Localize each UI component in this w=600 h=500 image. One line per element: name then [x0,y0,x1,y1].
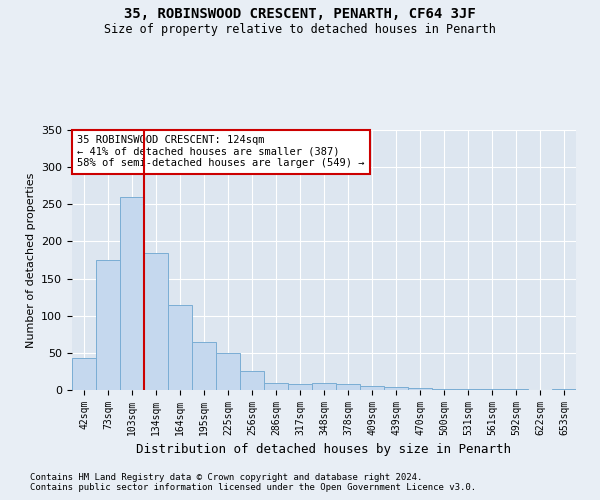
Bar [288,384,312,390]
Y-axis label: Number of detached properties: Number of detached properties [26,172,35,348]
Bar [96,260,120,390]
Bar [384,387,408,390]
Text: Distribution of detached houses by size in Penarth: Distribution of detached houses by size … [137,442,511,456]
Text: Contains public sector information licensed under the Open Government Licence v3: Contains public sector information licen… [30,484,476,492]
Text: 35, ROBINSWOOD CRESCENT, PENARTH, CF64 3JF: 35, ROBINSWOOD CRESCENT, PENARTH, CF64 3… [124,8,476,22]
Text: Size of property relative to detached houses in Penarth: Size of property relative to detached ho… [104,22,496,36]
Bar [192,342,216,390]
Text: 35 ROBINSWOOD CRESCENT: 124sqm
← 41% of detached houses are smaller (387)
58% of: 35 ROBINSWOOD CRESCENT: 124sqm ← 41% of … [77,135,365,168]
Bar [408,388,432,390]
Bar [72,358,96,390]
Bar [336,384,360,390]
Text: Contains HM Land Registry data © Crown copyright and database right 2024.: Contains HM Land Registry data © Crown c… [30,472,422,482]
Bar [168,304,192,390]
Bar [144,252,168,390]
Bar [264,382,288,390]
Bar [120,197,144,390]
Bar [432,388,456,390]
Bar [312,382,336,390]
Bar [240,372,264,390]
Bar [360,386,384,390]
Bar [216,353,240,390]
